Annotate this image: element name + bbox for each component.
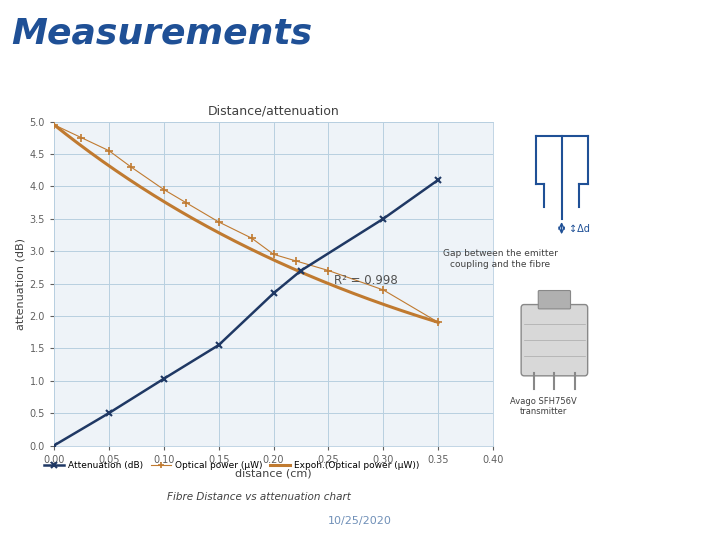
- FancyBboxPatch shape: [521, 305, 588, 376]
- Text: CERN: CERN: [29, 517, 50, 524]
- Title: Distance/attenuation: Distance/attenuation: [208, 105, 339, 118]
- Legend: Attenuation (dB), Optical power (µW), Expoh.(Optical power (µW)): Attenuation (dB), Optical power (µW), Ex…: [40, 457, 423, 474]
- FancyBboxPatch shape: [539, 291, 570, 309]
- Text: 10/25/2020: 10/25/2020: [328, 516, 392, 525]
- Text: ↕Δd: ↕Δd: [569, 224, 590, 234]
- Text: Gap between the emitter: Gap between the emitter: [443, 249, 558, 259]
- X-axis label: distance (cm): distance (cm): [235, 469, 312, 478]
- Text: 11: 11: [683, 514, 699, 527]
- Y-axis label: attenuation (dB): attenuation (dB): [15, 238, 25, 329]
- Text: coupling and the fibre: coupling and the fibre: [450, 260, 551, 269]
- Text: Measurements: Measurements: [11, 16, 312, 50]
- Text: Avago SFH756V
transmitter: Avago SFH756V transmitter: [510, 397, 577, 416]
- Text: Fibre Distance vs attenuation chart: Fibre Distance vs attenuation chart: [167, 491, 351, 502]
- Text: R² = 0.998: R² = 0.998: [334, 273, 397, 287]
